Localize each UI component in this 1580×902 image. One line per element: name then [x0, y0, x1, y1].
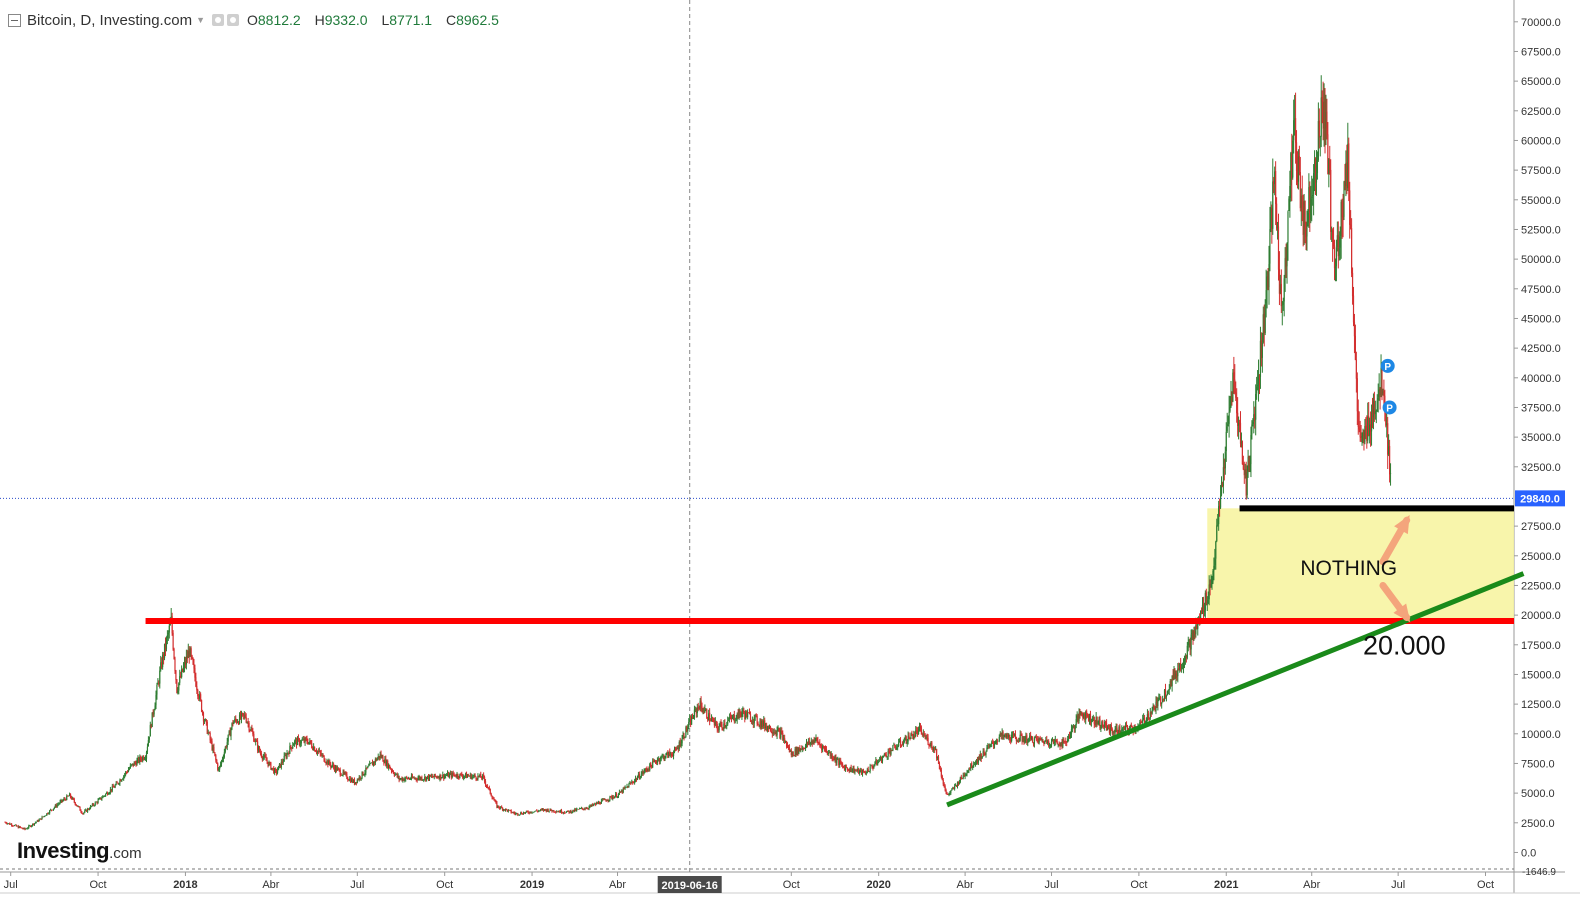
ohlc-readout: O8812.2 H9332.0 L8771.1 C8962.5 — [247, 12, 509, 28]
price-tick-label: 7500.0 — [1521, 758, 1555, 770]
price-tick-label: 70000.0 — [1521, 17, 1561, 29]
price-tick-label: 37500.0 — [1521, 402, 1561, 414]
price-tick-label: 55000.0 — [1521, 195, 1561, 207]
price-tick-label: 2500.0 — [1521, 818, 1555, 830]
time-tick-label: Oct — [1477, 879, 1494, 891]
collapse-icon[interactable] — [8, 13, 21, 27]
price-tick-label: 27500.0 — [1521, 521, 1561, 533]
price-min-label: -1646.9 — [1522, 867, 1556, 878]
time-tick-label: Abr — [1303, 879, 1320, 891]
price-tick-label: 67500.0 — [1521, 46, 1561, 58]
price-tick-label: 10000.0 — [1521, 729, 1561, 741]
trend-line-green — [946, 571, 1525, 808]
price-tick-label: 5000.0 — [1521, 788, 1555, 800]
price-tick-label: 20000.0 — [1521, 610, 1561, 622]
arrow-up-icon — [1394, 514, 1410, 535]
pivot-marker-icon — [1380, 358, 1395, 373]
time-tick-label: Jul — [350, 879, 364, 891]
time-tick-label: Jul — [4, 879, 18, 891]
price-tick-label: 0.0 — [1521, 847, 1536, 859]
logo-name: Investing — [17, 838, 110, 863]
price-tick-label: 47500.0 — [1521, 284, 1561, 296]
annotation-20000: 20.000 — [1363, 630, 1446, 660]
settings-icon[interactable] — [227, 14, 239, 26]
time-tick-label: Jul — [1391, 879, 1405, 891]
current-price-tag — [1515, 490, 1565, 507]
pivot-marker-icon — [1382, 400, 1397, 415]
time-tick-label: Oct — [436, 879, 453, 891]
price-tick-label: 35000.0 — [1521, 432, 1561, 444]
time-tick-label: Oct — [1130, 879, 1147, 891]
price-tick-label: 57500.0 — [1521, 165, 1561, 177]
low-value: 8771.1 — [389, 12, 433, 28]
time-tick-label: 2018 — [173, 879, 197, 891]
symbol-title[interactable]: Bitcoin, D, Investing.com — [27, 11, 193, 29]
dropdown-icon[interactable]: ▼ — [196, 15, 205, 25]
candles-group — [4, 75, 1392, 831]
open-label: O — [247, 12, 258, 28]
time-tick-label: 2021 — [1214, 879, 1238, 891]
price-tick-label: 42500.0 — [1521, 343, 1561, 355]
investing-logo: Investing.com — [17, 838, 142, 864]
annotation-nothing: NOTHING — [1300, 557, 1397, 580]
high-label: H — [314, 12, 325, 28]
pivot-marker-label: P — [1384, 362, 1391, 373]
time-tick-label: Oct — [90, 879, 107, 891]
time-tick-label: Abr — [609, 879, 626, 891]
price-tick-label: 25000.0 — [1521, 551, 1561, 563]
time-tick-label: Jul — [1044, 879, 1058, 891]
price-tick-label: 40000.0 — [1521, 373, 1561, 385]
current-price-label: 29840.0 — [1520, 493, 1560, 505]
price-tick-label: 52500.0 — [1521, 224, 1561, 236]
high-value: 9332.0 — [324, 12, 368, 28]
price-tick-label: 32500.0 — [1521, 462, 1561, 474]
time-tick-label: Abr — [262, 879, 279, 891]
time-tick-label: Abr — [957, 879, 974, 891]
price-tick-label: 60000.0 — [1521, 135, 1561, 147]
price-tick-label: 50000.0 — [1521, 254, 1561, 266]
price-tick-label: 45000.0 — [1521, 313, 1561, 325]
close-value: 8962.5 — [456, 12, 499, 28]
close-label: C — [445, 12, 457, 28]
price-tick-label: 12500.0 — [1521, 699, 1561, 711]
open-value: 8812.2 — [257, 12, 301, 28]
crosshair-date-box — [657, 876, 722, 893]
nothing-zone-rectangle — [1207, 508, 1514, 622]
price-tick-label: 22500.0 — [1521, 580, 1561, 592]
price-tick-label: 17500.0 — [1521, 640, 1561, 652]
logo-domain: .com — [109, 845, 142, 862]
price-tick-label: 65000.0 — [1521, 76, 1561, 88]
time-tick-label: 2020 — [866, 879, 890, 891]
visibility-icon[interactable] — [212, 14, 224, 26]
time-tick-label: 2019 — [520, 879, 544, 891]
time-tick-label: Oct — [783, 879, 800, 891]
pivot-marker-label: P — [1386, 403, 1393, 414]
chart-header: Bitcoin, D, Investing.com ▼ O8812.2 H933… — [8, 9, 509, 31]
low-label: L — [381, 12, 390, 28]
crosshair-date-label: 2019-06-16 — [662, 880, 718, 892]
arrow-down-icon — [1393, 603, 1411, 623]
price-tick-label: 15000.0 — [1521, 669, 1561, 681]
price-tick-label: 62500.0 — [1521, 106, 1561, 118]
